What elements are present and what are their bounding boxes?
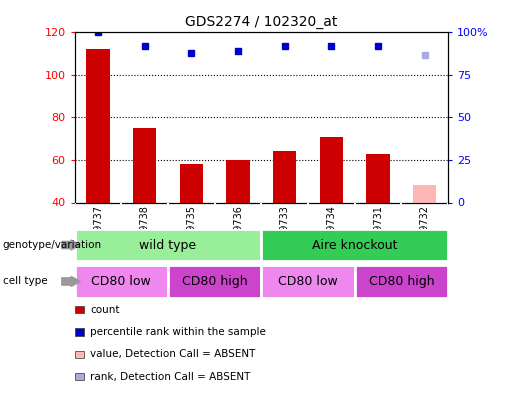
Text: GSM49734: GSM49734 bbox=[327, 205, 336, 258]
Bar bbox=[366, 153, 390, 202]
Text: GSM49732: GSM49732 bbox=[420, 205, 430, 258]
Text: CD80 low: CD80 low bbox=[278, 275, 338, 288]
Text: CD80 high: CD80 high bbox=[182, 275, 248, 288]
Text: cell type: cell type bbox=[3, 277, 47, 286]
Text: GSM49733: GSM49733 bbox=[280, 205, 290, 258]
Text: GSM49737: GSM49737 bbox=[93, 205, 103, 258]
Text: count: count bbox=[90, 305, 119, 315]
Bar bbox=[168, 265, 261, 298]
Text: CD80 high: CD80 high bbox=[369, 275, 434, 288]
Text: rank, Detection Call = ABSENT: rank, Detection Call = ABSENT bbox=[90, 372, 250, 382]
Text: genotype/variation: genotype/variation bbox=[3, 240, 101, 250]
Bar bbox=[227, 160, 250, 202]
Text: wild type: wild type bbox=[140, 239, 197, 252]
Text: GSM49731: GSM49731 bbox=[373, 205, 383, 258]
Bar bbox=[413, 185, 436, 202]
Bar bbox=[261, 265, 355, 298]
Bar bbox=[180, 164, 203, 202]
Bar bbox=[355, 265, 448, 298]
Bar bbox=[133, 128, 157, 202]
Text: GSM49735: GSM49735 bbox=[186, 205, 196, 258]
Bar bbox=[261, 229, 448, 261]
Text: CD80 low: CD80 low bbox=[92, 275, 151, 288]
Bar bbox=[75, 229, 261, 261]
Bar bbox=[273, 151, 296, 202]
Title: GDS2274 / 102320_at: GDS2274 / 102320_at bbox=[185, 15, 337, 29]
Text: Aire knockout: Aire knockout bbox=[312, 239, 398, 252]
Text: percentile rank within the sample: percentile rank within the sample bbox=[90, 327, 266, 337]
Text: value, Detection Call = ABSENT: value, Detection Call = ABSENT bbox=[90, 350, 255, 359]
Bar bbox=[320, 136, 343, 202]
Bar bbox=[75, 265, 168, 298]
Bar bbox=[87, 49, 110, 202]
Text: GSM49738: GSM49738 bbox=[140, 205, 150, 258]
Text: GSM49736: GSM49736 bbox=[233, 205, 243, 258]
